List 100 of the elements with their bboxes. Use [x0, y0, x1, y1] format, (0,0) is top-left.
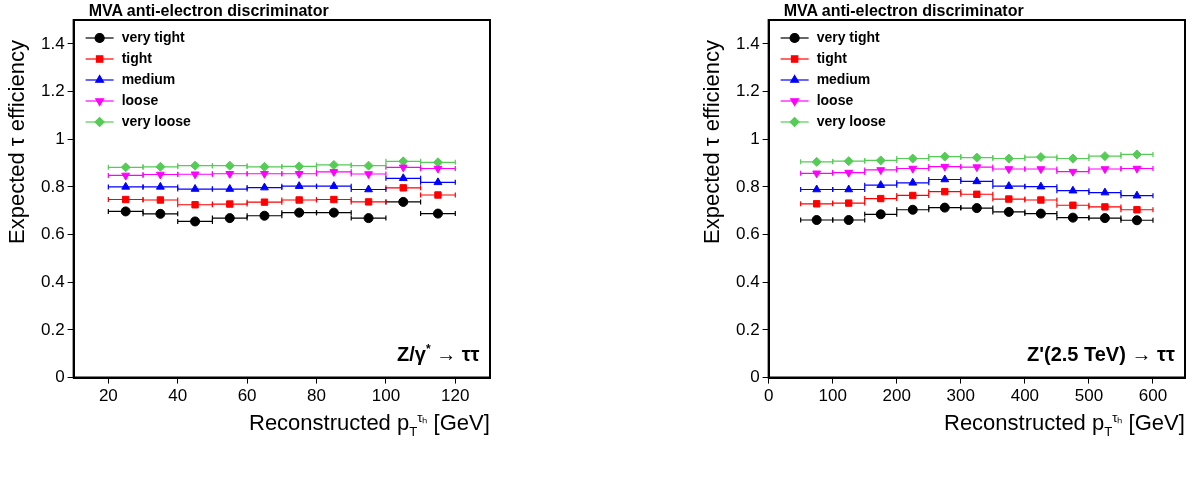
point — [294, 207, 305, 218]
legend-label: very loose — [121, 112, 192, 129]
point — [329, 181, 339, 189]
chart-title: MVA anti-electron discriminator — [88, 2, 329, 20]
x-tick-label: 200 — [882, 386, 911, 406]
y-tick-label: 0 — [750, 367, 760, 387]
y-tick-label: 0.4 — [40, 271, 65, 291]
point — [122, 195, 130, 204]
x-axis-title: Reconstructed p$_{T}$$^{τₕ}$ [GeV] — [944, 408, 1185, 439]
y-tick-label: 0.2 — [735, 319, 760, 339]
y-tick-label: 0.8 — [735, 176, 760, 196]
annotation: Z'(2.5 TeV) → ττ — [1027, 342, 1175, 366]
point — [907, 204, 918, 215]
point — [1004, 181, 1014, 189]
x-tick-label: 300 — [946, 386, 975, 406]
point — [1067, 212, 1078, 223]
point — [909, 191, 917, 200]
point — [363, 160, 374, 171]
point — [191, 201, 199, 209]
x-tick-label: 20 — [98, 386, 118, 406]
legend-label: very loose — [816, 112, 887, 129]
point — [434, 191, 442, 199]
point — [260, 171, 269, 179]
x-axis-title: Reconstructed p$_{T}$$^{τₕ}$ [GeV] — [249, 408, 490, 439]
legend-label: medium — [121, 70, 176, 87]
point — [1131, 215, 1142, 226]
point — [1069, 201, 1077, 209]
point — [224, 160, 235, 171]
point — [1003, 153, 1014, 164]
point — [1035, 208, 1046, 219]
point — [1101, 203, 1109, 211]
point — [330, 195, 338, 204]
point — [190, 160, 201, 171]
legend-label: medium — [816, 70, 871, 87]
point — [294, 171, 304, 179]
x-tick-label: 40 — [168, 386, 188, 406]
point — [877, 194, 885, 203]
point — [1068, 185, 1078, 194]
y-tick-label: 0.6 — [735, 224, 760, 244]
point — [908, 177, 918, 186]
y-tick-label: 1.2 — [735, 81, 760, 101]
legend-label: very tight — [121, 28, 185, 45]
point — [1132, 190, 1142, 199]
point — [432, 157, 443, 168]
point — [845, 199, 853, 207]
point — [1037, 196, 1045, 204]
y-tick-label: 1.4 — [40, 33, 65, 53]
y-tick-label: 0.6 — [40, 224, 65, 244]
point — [432, 208, 443, 219]
legend-label: loose — [816, 91, 854, 108]
chart-title: MVA anti-electron discriminator — [783, 2, 1024, 20]
point — [155, 208, 166, 219]
x-tick-label: 80 — [307, 386, 326, 406]
point — [294, 181, 304, 189]
point — [120, 162, 131, 173]
legend-label: very tight — [816, 28, 880, 45]
x-tick-label: 500 — [1074, 386, 1104, 406]
y-tick-label: 1.4 — [735, 33, 760, 53]
x-tick-label: 100 — [818, 386, 847, 406]
point — [1133, 206, 1141, 214]
point — [971, 152, 982, 163]
point — [973, 190, 981, 198]
y-axis-title: Expected τ efficiency — [699, 40, 725, 244]
point — [433, 177, 443, 186]
point — [875, 155, 886, 166]
point — [1005, 195, 1013, 203]
x-tick-label: 120 — [441, 386, 470, 406]
legend-label: tight — [816, 49, 848, 66]
point — [295, 196, 303, 204]
point — [225, 171, 235, 179]
y-tick-label: 1.2 — [40, 81, 65, 101]
point — [190, 216, 201, 227]
point — [1036, 181, 1046, 190]
y-tick-label: 0.4 — [735, 271, 760, 291]
x-tick-label: 600 — [1138, 386, 1168, 406]
point — [226, 200, 234, 208]
point — [941, 187, 949, 196]
x-tick-label: 0 — [763, 386, 774, 406]
y-tick-label: 0 — [55, 367, 65, 387]
legend-label: tight — [121, 49, 153, 66]
point — [120, 206, 131, 217]
x-tick-label: 60 — [237, 386, 257, 406]
point — [907, 153, 918, 164]
point — [190, 171, 200, 180]
point — [398, 164, 408, 173]
annotation: Z/γ$^{*}$ → ττ — [397, 341, 480, 366]
point — [328, 207, 339, 218]
point — [812, 200, 821, 208]
point — [939, 151, 950, 162]
legend-label: loose — [121, 91, 159, 108]
point — [1067, 153, 1078, 164]
point — [1100, 187, 1110, 196]
point — [812, 170, 822, 179]
point — [399, 184, 407, 192]
y-tick-label: 1 — [55, 128, 65, 148]
y-tick-label: 0.8 — [40, 176, 65, 196]
x-tick-label: 100 — [371, 386, 401, 406]
x-tick-label: 400 — [1010, 386, 1040, 406]
point — [875, 209, 886, 220]
y-axis-title: Expected τ efficiency — [4, 40, 30, 244]
